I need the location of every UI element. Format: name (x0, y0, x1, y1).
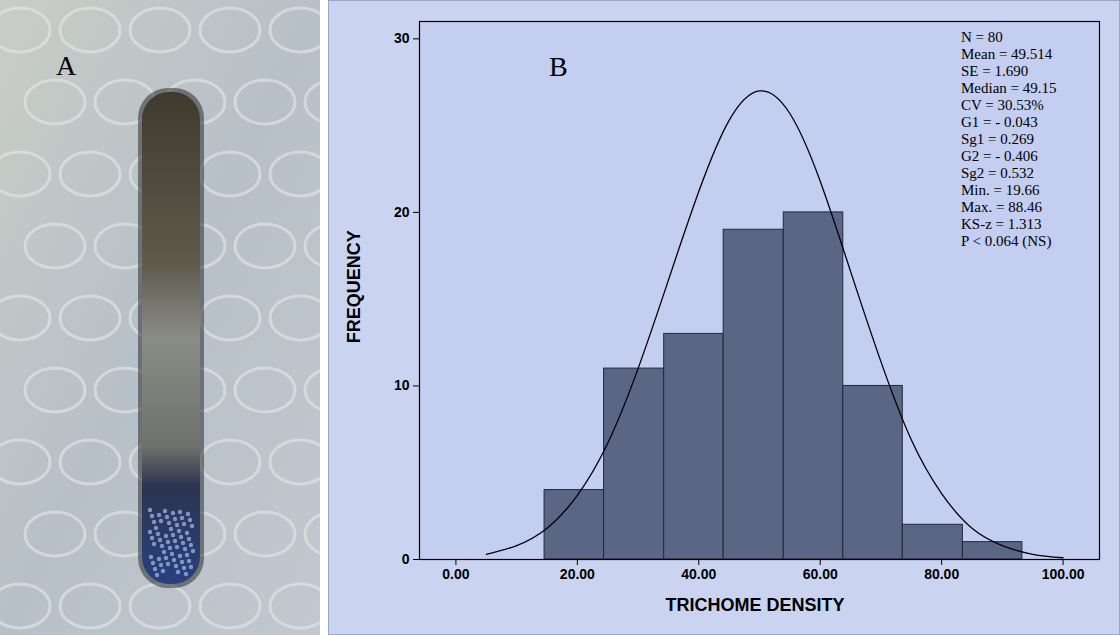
html-text:B: B (549, 51, 568, 82)
svg-text:40.00: 40.00 (681, 566, 716, 582)
html-text:TRICHOME DENSITY: TRICHOME DENSITY (665, 595, 845, 615)
svg-text:20: 20 (394, 204, 410, 220)
html-text:N = 80 Mean = 49.514 SE = 1.69: N = 80 Mean = 49.514 SE = 1.690 Median =… (961, 29, 1057, 249)
html-text:FREQUENCY: FREQUENCY (344, 230, 365, 344)
svg-text:20.00: 20.00 (560, 566, 595, 582)
svg-text:0.00: 0.00 (442, 566, 469, 582)
html-text:A: A (56, 50, 77, 81)
svg-text:100.00: 100.00 (1042, 566, 1085, 582)
svg-text:60.00: 60.00 (803, 566, 838, 582)
svg-text:30: 30 (394, 30, 410, 46)
svg-text:10: 10 (394, 377, 410, 393)
svg-text:80.00: 80.00 (924, 566, 959, 582)
svg-text:0: 0 (402, 551, 410, 567)
